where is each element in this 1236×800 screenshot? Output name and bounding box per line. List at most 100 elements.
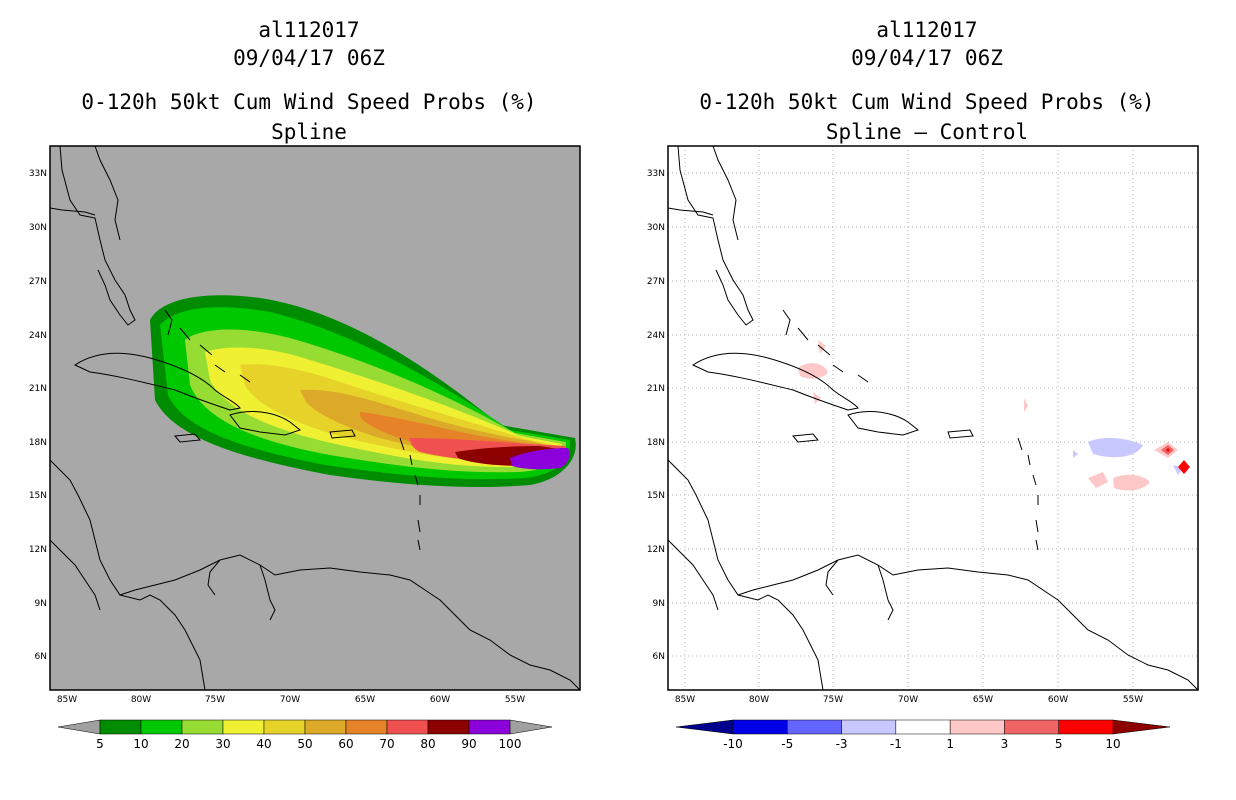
map-frame xyxy=(667,145,1199,691)
lat-label: 15N xyxy=(29,491,47,501)
lat-label: 12N xyxy=(29,545,47,555)
colorbar-swatch xyxy=(140,719,183,735)
storm-id: al112017 xyxy=(876,18,978,42)
colorbar-tick-label: -10 xyxy=(723,737,743,751)
colorbar-tick-label: 10 xyxy=(133,737,148,751)
coastlines xyxy=(50,146,580,690)
lat-axis: 33N 30N 27N 24N 21N 18N 15N 12N 9N 6N xyxy=(647,169,665,662)
colorbar-swatch xyxy=(427,719,470,735)
right-panel: al112017 09/04/17 06Z 0-120h 50kt Cum Wi… xyxy=(618,0,1236,800)
lat-label: 6N xyxy=(35,652,47,662)
right-map: 33N 30N 27N 24N 21N 18N 15N 12N 9N 6N 85… xyxy=(647,145,1199,705)
lon-label: 55W xyxy=(505,695,525,705)
map-frame xyxy=(49,145,581,691)
left-map: 33N 30N 27N 24N 21N 18N 15N 12N 9N 6N 85… xyxy=(29,145,581,705)
colorbar-tick-label: -1 xyxy=(890,737,902,751)
lon-label: 70W xyxy=(280,695,300,705)
coastlines xyxy=(668,146,1198,690)
lat-label: 27N xyxy=(647,277,665,287)
colorbar-tick-label: 20 xyxy=(174,737,189,751)
product-title: 0-120h 50kt Cum Wind Speed Probs (%) xyxy=(699,90,1155,114)
colorbar-left: 5 10 20 30 40 50 60 70 80 90 100 xyxy=(57,719,553,751)
colorbar-right: -10 -5 -3 -1 1 3 5 10 xyxy=(675,719,1171,751)
colorbar-tick-label: 5 xyxy=(96,737,104,751)
colorbar-tick-label: 30 xyxy=(215,737,230,751)
storm-id: al112017 xyxy=(258,18,360,42)
lon-axis: 85W 80W 75W 70W 65W 60W 55W xyxy=(675,695,1143,705)
lon-label: 85W xyxy=(57,695,77,705)
lon-label: 60W xyxy=(430,695,450,705)
subtitle: Spline xyxy=(271,120,347,144)
lat-label: 18N xyxy=(29,438,47,448)
colorbar-swatch xyxy=(345,719,388,735)
datetime: 09/04/17 06Z xyxy=(851,46,1003,70)
lon-label: 80W xyxy=(749,695,769,705)
colorbar-low-end xyxy=(57,719,101,735)
colorbar-high-end xyxy=(1112,719,1171,735)
map-background xyxy=(668,146,1198,690)
colorbar-tick-label: 90 xyxy=(461,737,476,751)
lat-label: 27N xyxy=(29,277,47,287)
lon-label: 65W xyxy=(355,695,375,705)
lat-label: 15N xyxy=(647,491,665,501)
colorbar-tick-label: 60 xyxy=(338,737,353,751)
colorbar-high-end xyxy=(509,719,553,735)
lon-axis: 85W 80W 75W 70W 65W 60W 55W xyxy=(57,695,525,705)
lon-label: 60W xyxy=(1048,695,1068,705)
colorbar-low-end xyxy=(675,719,734,735)
colorbar-swatch xyxy=(787,719,842,735)
colorbar-tick-label: 40 xyxy=(256,737,271,751)
colorbar-swatch xyxy=(304,719,347,735)
colorbar-tick-label: 5 xyxy=(1055,737,1063,751)
colorbar-swatch xyxy=(1004,719,1059,735)
left-panel: al112017 09/04/17 06Z 0-120h 50kt Cum Wi… xyxy=(29,18,581,751)
lat-label: 33N xyxy=(647,169,665,179)
colorbar-swatch xyxy=(841,719,897,735)
colorbar-tick-label: 100 xyxy=(499,737,522,751)
colorbar-swatch xyxy=(732,719,788,735)
lat-label: 24N xyxy=(29,331,47,341)
colorbar-tick-label: 80 xyxy=(420,737,435,751)
lat-label: 33N xyxy=(29,169,47,179)
lon-label: 75W xyxy=(205,695,225,705)
colorbar-swatch xyxy=(1058,719,1114,735)
lat-label: 12N xyxy=(647,545,665,555)
lat-label: 18N xyxy=(647,438,665,448)
lon-label: 80W xyxy=(131,695,151,705)
lon-label: 70W xyxy=(898,695,918,705)
lon-label: 75W xyxy=(823,695,843,705)
colorbar-swatch xyxy=(895,719,951,735)
lon-label: 65W xyxy=(973,695,993,705)
lat-label: 24N xyxy=(647,331,665,341)
colorbar-tick-label: 70 xyxy=(379,737,394,751)
datetime: 09/04/17 06Z xyxy=(233,46,385,70)
colorbar-tick-label: 50 xyxy=(297,737,312,751)
colorbar-tick-label: 1 xyxy=(946,737,954,751)
lat-label: 30N xyxy=(647,223,665,233)
lat-label: 6N xyxy=(653,652,665,662)
colorbar-swatch xyxy=(468,719,511,735)
colorbar-swatch xyxy=(263,719,306,735)
colorbar-tick-label: 10 xyxy=(1105,737,1120,751)
colorbar-tick-label: -3 xyxy=(836,737,848,751)
lat-label: 21N xyxy=(647,384,665,394)
lon-label: 55W xyxy=(1123,695,1143,705)
lat-label: 9N xyxy=(653,599,665,609)
lat-label: 21N xyxy=(29,384,47,394)
lon-label: 85W xyxy=(675,695,695,705)
colorbar-swatch xyxy=(99,719,142,735)
gridlines xyxy=(668,146,1198,690)
lat-axis: 33N 30N 27N 24N 21N 18N 15N 12N 9N 6N xyxy=(29,169,47,662)
product-title: 0-120h 50kt Cum Wind Speed Probs (%) xyxy=(81,90,537,114)
colorbar-swatch xyxy=(181,719,224,735)
lat-label: 30N xyxy=(29,223,47,233)
colorbar-swatch xyxy=(949,719,1005,735)
lat-label: 9N xyxy=(35,599,47,609)
probability-swath xyxy=(150,295,576,487)
colorbar-swatch xyxy=(222,719,265,735)
difference-field xyxy=(798,340,1190,491)
colorbar-tick-label: -5 xyxy=(781,737,793,751)
colorbar-tick-label: 3 xyxy=(1001,737,1009,751)
subtitle: Spline – Control xyxy=(825,120,1029,144)
colorbar-swatch xyxy=(386,719,429,735)
